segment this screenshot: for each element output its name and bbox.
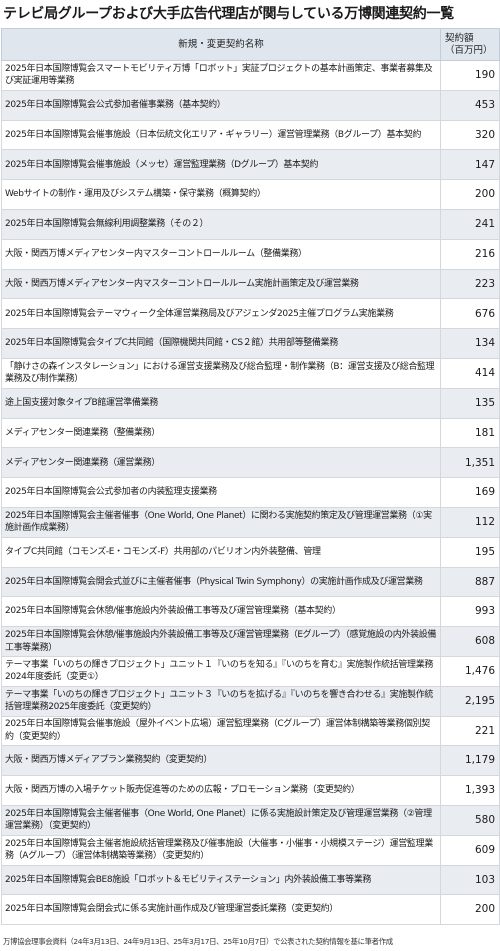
contract-amount: 241 [440,208,500,240]
table-row: 2025年日本国際博覧会公式参加者催事業務（基本契約） 453 [1,89,500,121]
table-header-row: 新規・変更契約名称 契約額 （百万円） [1,28,500,61]
table-row: 2025年日本国際博覧会スマートモビリティ万博「ロボット」実証プロジェクトの基本… [1,60,500,91]
contract-amount: 1,476 [440,655,500,687]
table-body: 2025年日本国際博覧会スマートモビリティ万博「ロボット」実証プロジェクトの基本… [1,60,500,926]
contract-amount: 1,351 [440,447,500,479]
contract-amount: 609 [440,834,500,866]
contract-amount: 200 [440,894,500,926]
contract-amount: 580 [440,804,500,836]
contract-name: 2025年日本国際博覧会休憩/催事施設内外装設備工事等及び運営管理業務（Eグルー… [1,626,441,657]
contract-name: Webサイトの制作・運用及びシステム構築・保守業務（概算契約） [1,179,441,210]
table-row: Webサイトの制作・運用及びシステム構築・保守業務（概算契約） 200 [1,179,500,210]
contract-amount: 676 [440,298,500,330]
contract-name: タイプC共同館（コモンズ-E・コモンズ-F）共用部のパビリオン内外装整備、管理 [1,536,441,568]
contract-name: 2025年日本国際博覧会公式参加者催事業務（基本契約） [1,89,441,121]
contract-amount: 169 [440,477,500,508]
table-row: 「静けさの森インスタレーション」における運営支援業務及び総合監理・制作業務（B：… [1,357,500,389]
contract-amount: 200 [440,179,500,210]
column-header-amount-line2: （百万円） [445,44,493,56]
table-row: 2025年日本国際博覧会テーマウィーク全体運営業務局及びアジェンダ2025主催プ… [1,298,500,330]
contract-name: 2025年日本国際博覧会休憩/催事施設内外装設備工事等及び運営管理業務（基本契約… [1,596,441,628]
table-row: 大阪・関西万博メディアプラン業務契約（変更契約） 1,179 [1,745,500,777]
contract-amount: 1,393 [440,775,500,806]
contract-name: 2025年日本国際博覧会タイプC共同館（国際機関共同館・CS２館）共用部等整備業… [1,328,441,359]
contract-amount: 223 [440,268,500,300]
page-title: テレビ局グループおよび大手広告代理店が関与している万博関連契約一覧 [3,6,454,22]
contract-name: 2025年日本国際博覧会開会式並びに主催者催事（Physical Twin Sy… [1,566,441,598]
table-row: 2025年日本国際博覧会休憩/催事施設内外装設備工事等及び運営管理業務（基本契約… [1,596,500,628]
contract-amount: 112 [440,506,500,538]
contract-amount: 608 [440,626,500,657]
contract-name: テーマ事業「いのちの輝きプロジェクト」ユニット１『いのちを知る』『いのちを育む』… [1,655,441,687]
contract-amount: 320 [440,119,500,151]
source-note: 万博協会理事会資料（24年3月13日、24年9月13日、25年3月17日、25年… [3,937,393,946]
table-row: 2025年日本国際博覧会タイプC共同館（国際機関共同館・CS２館）共用部等整備業… [1,328,500,359]
contract-name: 2025年日本国際博覧会BE8施設「ロボット＆モビリティステーション」内外装設備… [1,864,441,896]
contract-name: 途上国支援対象タイプB館運営準備業務 [1,387,441,419]
table-row: 2025年日本国際博覧会催事施設（屋外イベント広場）運営監理業務（Cグループ）運… [1,715,500,747]
table-row: 2025年日本国際博覧会開会式並びに主催者催事（Physical Twin Sy… [1,566,500,598]
contract-name: 2025年日本国際博覧会催事施設（日本伝統文化エリア・ギャラリー）運営管理業務（… [1,119,441,151]
contract-name: 2025年日本国際博覧会無線利用調整業務（その２） [1,208,441,240]
contract-name: 大阪・関西万博メディアセンター内マスターコントロールルーム（整備業務） [1,238,441,270]
contract-amount: 190 [440,60,500,91]
contract-name: 大阪・関西万博の入場チケット販売促進等のための広報・プロモーション業務（変更契約… [1,775,441,806]
table-row: タイプC共同館（コモンズ-E・コモンズ-F）共用部のパビリオン内外装整備、管理 1… [1,536,500,568]
contract-name: 2025年日本国際博覧会スマートモビリティ万博「ロボット」実証プロジェクトの基本… [1,60,441,91]
contract-name: メディアセンター関連業務（運営業務） [1,447,441,479]
contract-amount: 221 [440,715,500,747]
contract-name: 大阪・関西万博メディアプラン業務契約（変更契約） [1,745,441,777]
table-row: メディアセンター関連業務（整備業務） 181 [1,417,500,449]
column-header-amount: 契約額 （百万円） [440,28,500,61]
table-row: 大阪・関西万博の入場チケット販売促進等のための広報・プロモーション業務（変更契約… [1,775,500,806]
contract-amount: 2,195 [440,685,500,717]
table-row: 2025年日本国際博覧会主催者施設統括管理業務及び催事施設（大催事・小催事・小規… [1,834,500,866]
contract-name: テーマ事業「いのちの輝きプロジェクト」ユニット３『いのちを拡げる』『いのちを響き… [1,685,441,717]
contract-amount: 453 [440,89,500,121]
contract-amount: 1,179 [440,745,500,777]
table-row: 2025年日本国際博覧会無線利用調整業務（その２） 241 [1,208,500,240]
table-row: テーマ事業「いのちの輝きプロジェクト」ユニット３『いのちを拡げる』『いのちを響き… [1,685,500,717]
contract-name: 2025年日本国際博覧会催事施設（屋外イベント広場）運営監理業務（Cグループ）運… [1,715,441,747]
contract-amount: 216 [440,238,500,270]
contracts-table: 新規・変更契約名称 契約額 （百万円） 2025年日本国際博覧会スマートモビリティ… [1,28,500,926]
table-row: 2025年日本国際博覧会主催者催事（One World, One Planet）… [1,506,500,538]
contract-name: 2025年日本国際博覧会公式参加者の内装監理支援業務 [1,477,441,508]
contract-amount: 414 [440,357,500,389]
table-row: 2025年日本国際博覧会休憩/催事施設内外装設備工事等及び運営管理業務（Eグルー… [1,626,500,657]
table-row: 2025年日本国際博覧会催事施設（メッセ）運営監理業務（Dグループ）基本契約 14… [1,149,500,181]
table-row: 2025年日本国際博覧会BE8施設「ロボット＆モビリティステーション」内外装設備… [1,864,500,896]
contract-amount: 103 [440,864,500,896]
contract-name: 2025年日本国際博覧会催事施設（メッセ）運営監理業務（Dグループ）基本契約 [1,149,441,181]
table-row: 2025年日本国際博覧会主催者催事（One World, One Planet）… [1,804,500,836]
contract-name: 「静けさの森インスタレーション」における運営支援業務及び総合監理・制作業務（B：… [1,357,441,389]
contract-name: 2025年日本国際博覧会主催者催事（One World, One Planet）… [1,506,441,538]
contract-name: 2025年日本国際博覧会テーマウィーク全体運営業務局及びアジェンダ2025主催プ… [1,298,441,330]
contract-name: 2025年日本国際博覧会主催者施設統括管理業務及び催事施設（大催事・小催事・小規… [1,834,441,866]
column-header-name: 新規・変更契約名称 [1,28,441,61]
contract-amount: 135 [440,387,500,419]
table-row: テーマ事業「いのちの輝きプロジェクト」ユニット１『いのちを知る』『いのちを育む』… [1,655,500,687]
table-row: メディアセンター関連業務（運営業務） 1,351 [1,447,500,479]
table-row: 大阪・関西万博メディアセンター内マスターコントロールルーム実施計画策定及び運営業… [1,268,500,300]
contract-name: 大阪・関西万博メディアセンター内マスターコントロールルーム実施計画策定及び運営業… [1,268,441,300]
contract-amount: 147 [440,149,500,181]
contract-name: 2025年日本国際博覧会閉会式に係る実施計画作成及び管理運営委託業務（変更契約） [1,894,441,926]
contract-name: メディアセンター関連業務（整備業務） [1,417,441,449]
contract-amount: 887 [440,566,500,598]
table-row: 大阪・関西万博メディアセンター内マスターコントロールルーム（整備業務） 216 [1,238,500,270]
contract-amount: 134 [440,328,500,359]
column-header-amount-line1: 契約額 [445,32,474,44]
table-row: 途上国支援対象タイプB館運営準備業務 135 [1,387,500,419]
contract-name: 2025年日本国際博覧会主催者催事（One World, One Planet）… [1,804,441,836]
table-row: 2025年日本国際博覧会公式参加者の内装監理支援業務 169 [1,477,500,508]
contract-amount: 993 [440,596,500,628]
table-row: 2025年日本国際博覧会閉会式に係る実施計画作成及び管理運営委託業務（変更契約）… [1,894,500,926]
contract-amount: 195 [440,536,500,568]
table-row: 2025年日本国際博覧会催事施設（日本伝統文化エリア・ギャラリー）運営管理業務（… [1,119,500,151]
contract-amount: 181 [440,417,500,449]
